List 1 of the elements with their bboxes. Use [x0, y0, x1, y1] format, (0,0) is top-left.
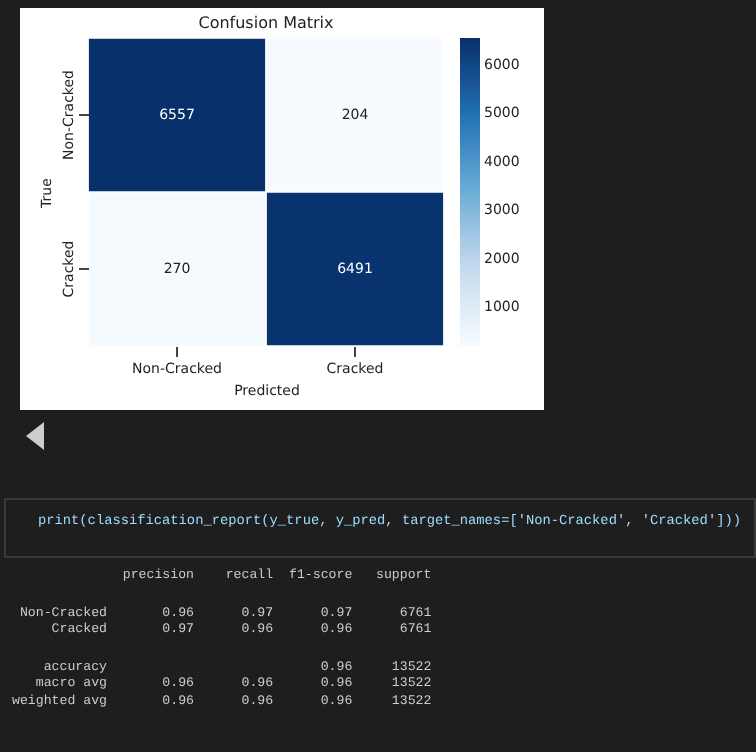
chart-title: Confusion Matrix — [198, 14, 335, 32]
